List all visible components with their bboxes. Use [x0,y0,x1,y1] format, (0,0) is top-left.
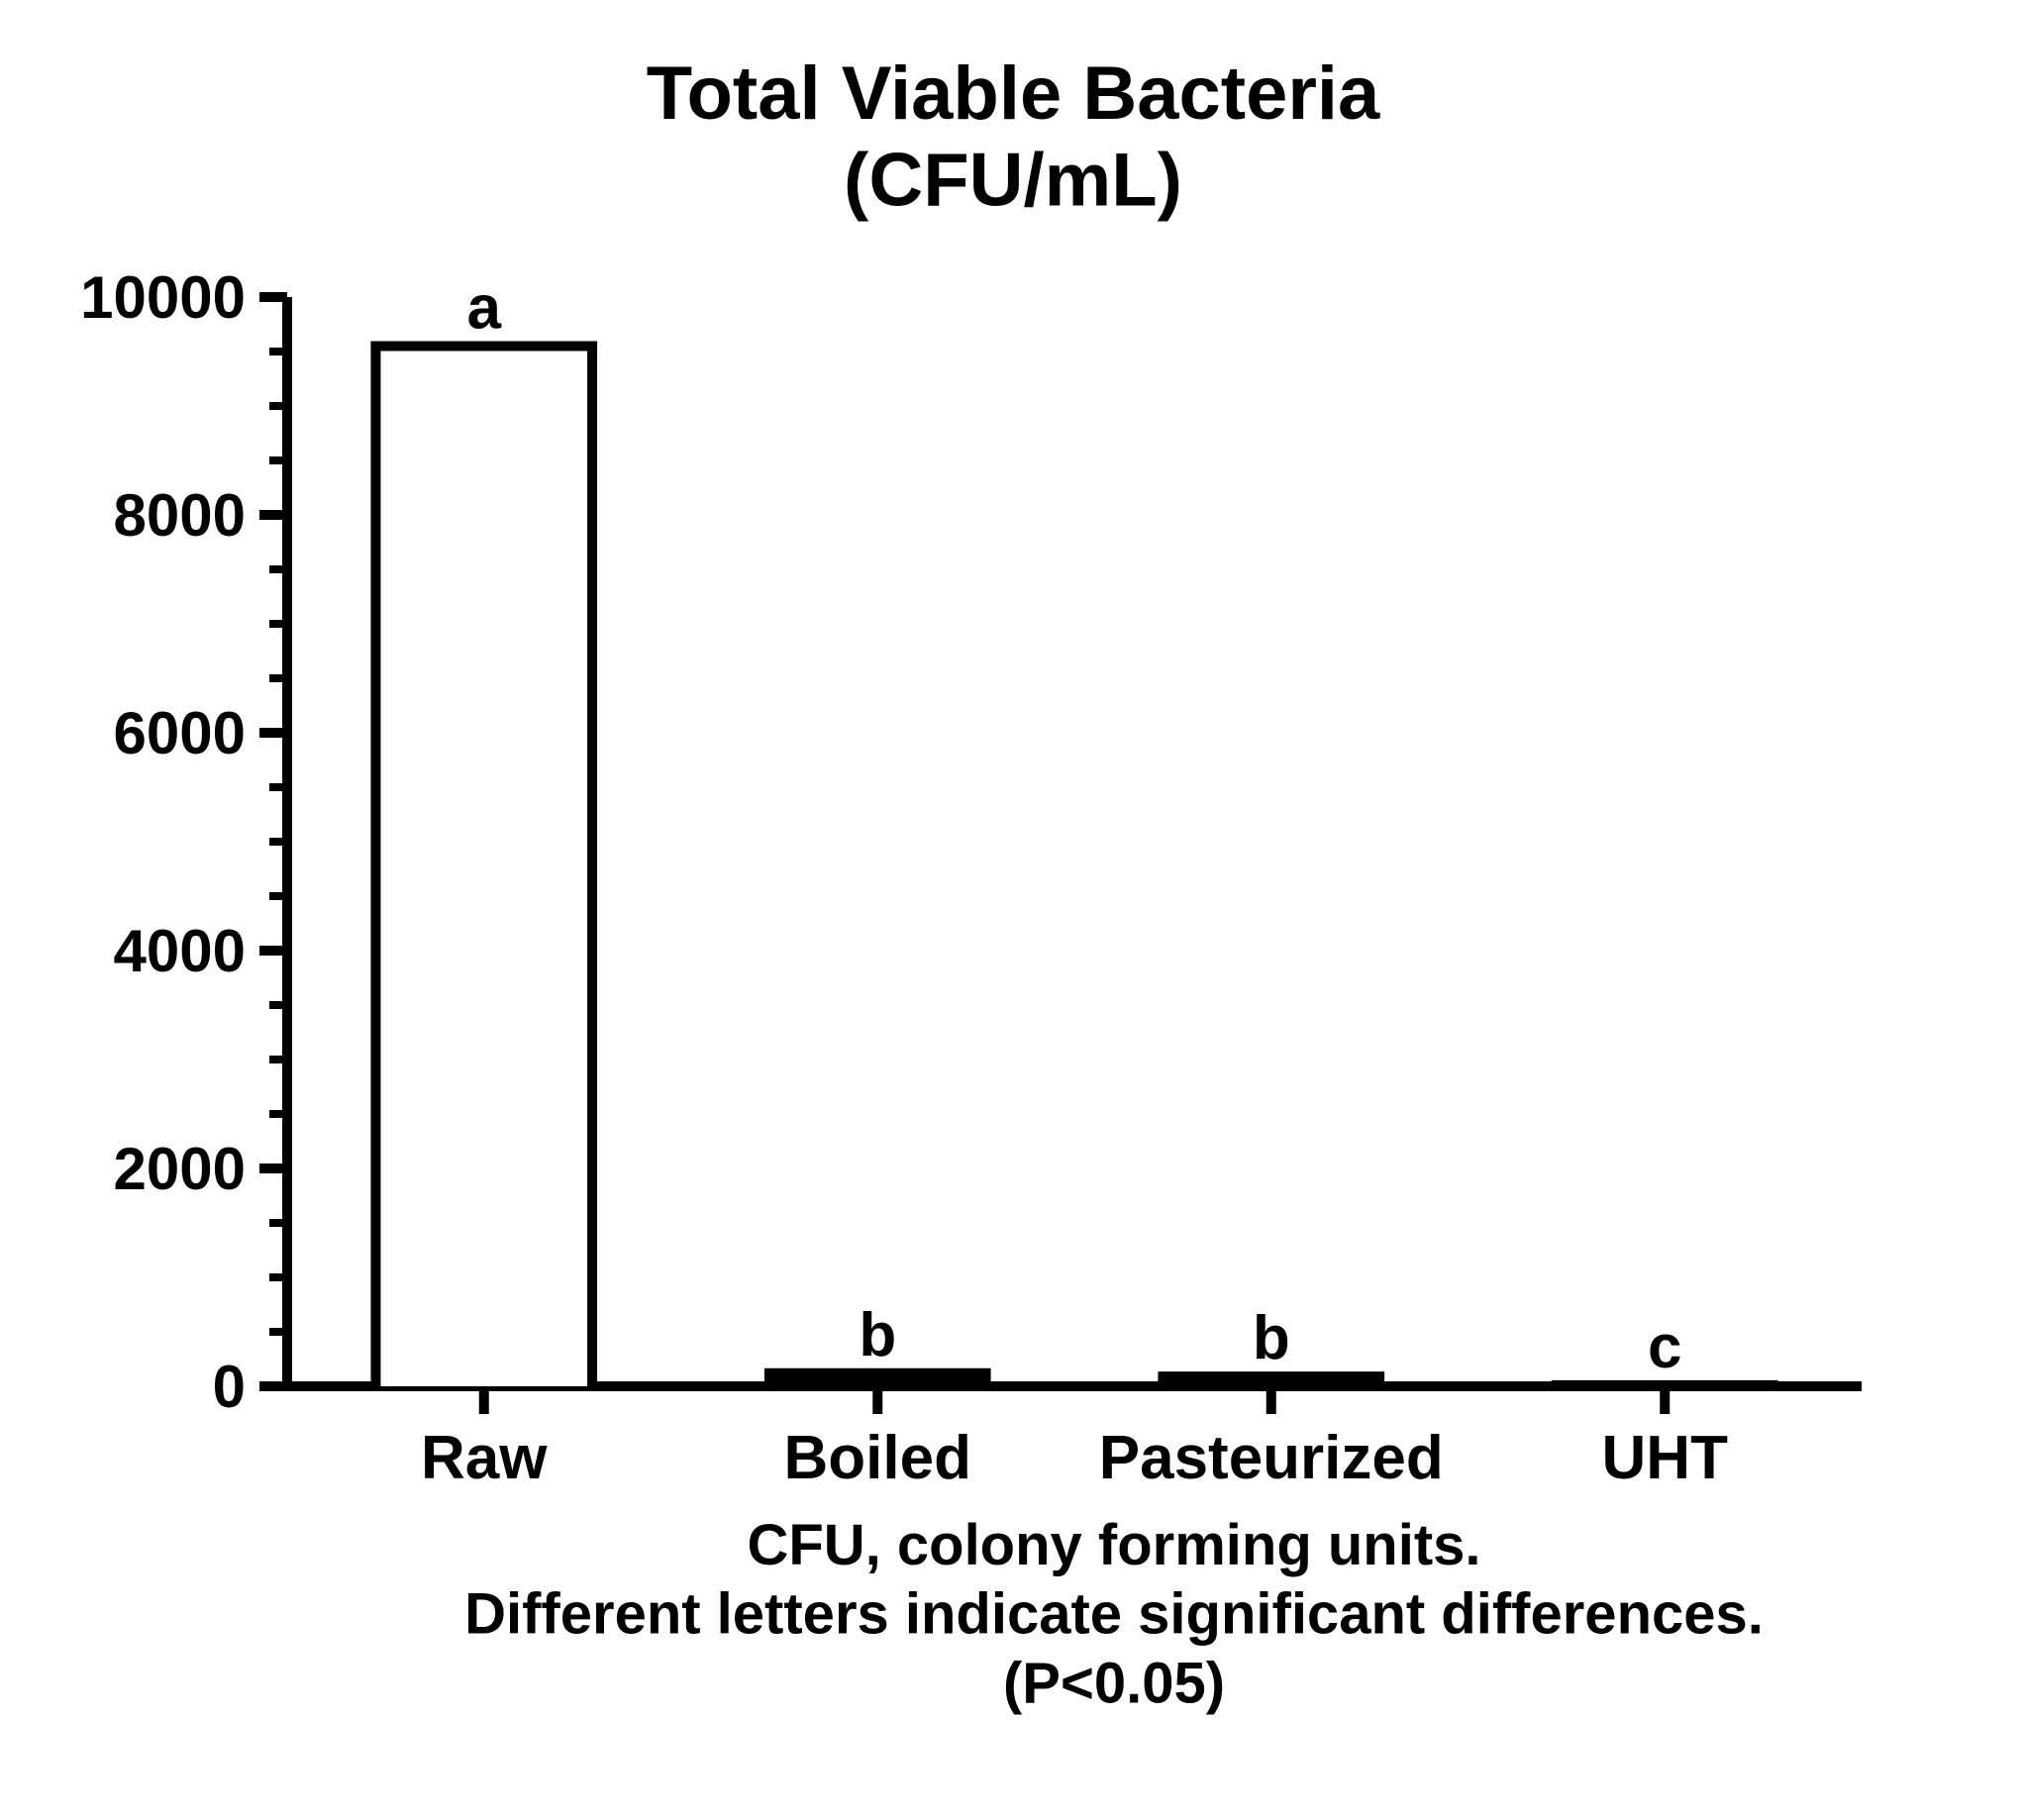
y-tick-label: 6000 [114,700,246,766]
significance-label: c [1648,1313,1681,1381]
category-label: Raw [421,1424,548,1492]
y-tick-label: 8000 [114,482,246,549]
category-label: UHT [1602,1424,1729,1492]
bar [375,347,592,1387]
chart-title-line1: Total Viable Bacteria [647,51,1380,136]
caption-line1: CFU, colony forming units. [747,1513,1480,1577]
category-label: Pasteurized [1099,1424,1444,1492]
y-tick-label: 4000 [114,918,246,984]
bar-chart: Total Viable Bacteria(CFU/mL) 0 2000 4000 60… [0,0,2026,1820]
y-tick-label: 10000 [80,264,246,331]
category-label: Boiled [784,1424,971,1492]
caption-line3: (P<0.05) [1003,1651,1225,1715]
y-tick-label: 2000 [114,1136,246,1202]
significance-label: a [467,274,502,343]
chart-title-line2: (CFU/mL) [844,138,1182,222]
y-tick-label: 0 [213,1354,246,1420]
significance-label: b [1253,1304,1290,1372]
chart-container: Total Viable Bacteria(CFU/mL) 0 2000 4000 60… [0,0,2026,1820]
caption-line2: Different letters indicate significant d… [464,1582,1764,1647]
significance-label: b [859,1301,896,1369]
